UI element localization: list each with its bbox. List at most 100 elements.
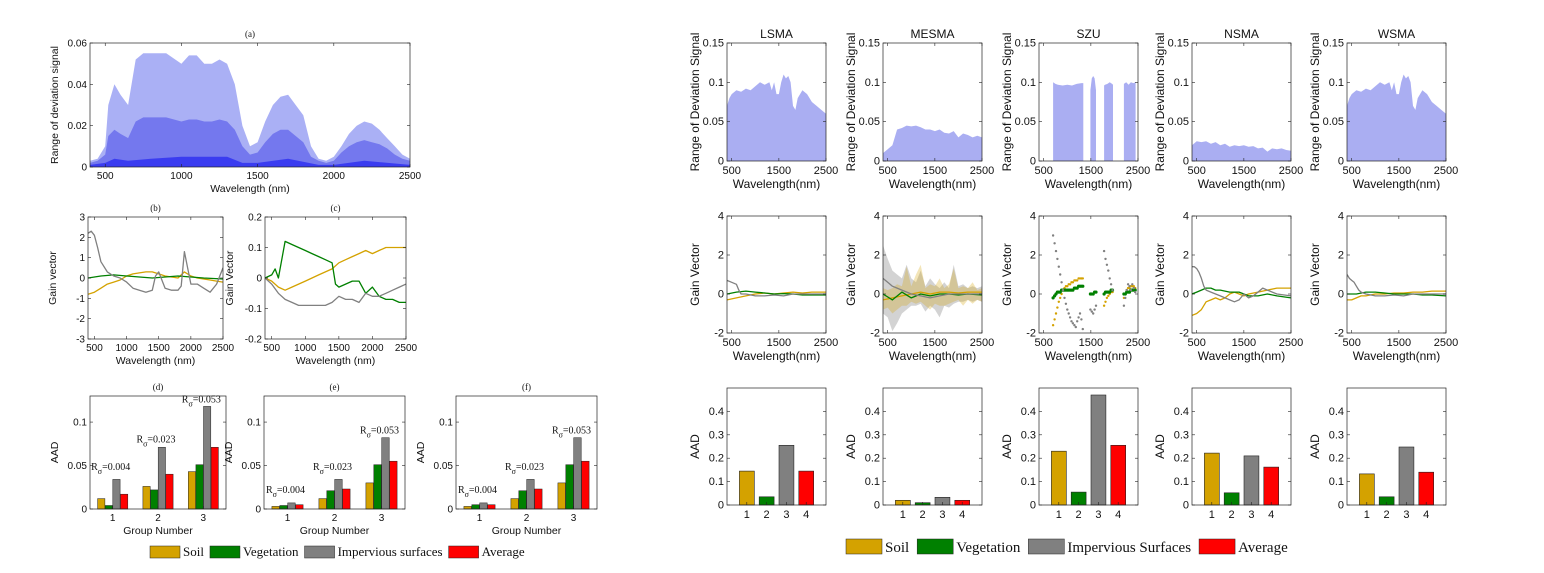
x-tick-label: 2000	[323, 171, 346, 182]
axes-frame	[1038, 387, 1139, 506]
y-tick-label: 0.1	[865, 476, 880, 488]
y-tick-label: 0	[1183, 289, 1189, 301]
area-series-0	[1347, 74, 1446, 161]
x-tick-label: 2500	[1126, 165, 1150, 177]
point-impervious	[1059, 273, 1062, 276]
point-impervious	[1132, 286, 1136, 290]
y-tick-label: 4	[1338, 211, 1344, 223]
bar-vegetation	[326, 490, 335, 510]
y-axis-label: Range of Deviation Signal	[1153, 33, 1167, 172]
y-tick-label: -2	[870, 328, 880, 340]
bar-soil	[739, 470, 755, 506]
point-soil	[1059, 296, 1062, 300]
y-tick-label: 0	[1183, 500, 1189, 512]
x-tick-label: 500	[723, 337, 741, 349]
axes-frame	[726, 42, 827, 162]
y-tick-label: 2	[718, 250, 724, 262]
y-tick-label: 0.4	[1329, 406, 1344, 418]
y-tick-label: 0.4	[865, 406, 880, 418]
y-tick-label: 0.1	[1329, 77, 1344, 89]
annotation-sub: σ	[367, 431, 372, 440]
point-soil	[1066, 285, 1069, 288]
y-tick-label: 0.05	[68, 461, 88, 472]
annotation-text: =0.004	[102, 462, 130, 473]
x-tick-label: 1000	[170, 171, 193, 182]
y-tick-label: 0.3	[1021, 429, 1036, 441]
axes-frame	[1191, 387, 1292, 506]
annotation-sub: σ	[188, 399, 193, 408]
x-tick-label: 3	[379, 513, 385, 524]
y-tick-label: 0.15	[859, 38, 880, 50]
legend-swatch-average	[1198, 538, 1236, 555]
point-soil	[1128, 286, 1131, 290]
y-tick-label: 0.2	[1021, 453, 1036, 465]
x-axis-label: Wavelength(nm)	[1045, 349, 1133, 363]
bar-average	[1418, 471, 1435, 506]
x-tick-label: 1000	[115, 343, 138, 354]
y-tick-label: 0.06	[68, 39, 88, 50]
bar-soil	[142, 486, 151, 510]
y-tick-label: 0.3	[1329, 429, 1344, 441]
y-tick-label: 2	[1338, 250, 1344, 262]
annotation-sub: σ	[320, 467, 325, 476]
area-series-0	[1053, 82, 1084, 161]
y-tick-label: 0	[81, 163, 87, 174]
y-tick-label: 0.05	[242, 461, 262, 472]
x-tick-label: 500	[1343, 337, 1361, 349]
y-axis-label: Gain Vector	[1308, 243, 1322, 306]
legend-swatch-soil	[149, 545, 181, 559]
bar-soil	[1204, 452, 1220, 506]
y-tick-label: 0.1	[1329, 476, 1344, 488]
chart-mesma-aad: 0 0.1 0.2 0.3 0.4 1 2 3 4 AAD	[844, 387, 983, 521]
bar-soil	[318, 498, 327, 510]
y-tick-label: 0	[874, 289, 880, 301]
plot-area	[88, 230, 223, 295]
point-impervious	[1081, 327, 1085, 331]
y-axis-label: AAD	[223, 441, 235, 463]
point-impervious	[1067, 312, 1070, 315]
y-tick-label: 0.05	[1015, 116, 1036, 128]
line-soil	[265, 246, 406, 291]
x-tick-label: 1	[1209, 509, 1215, 521]
y-tick-label: 0.2	[1329, 453, 1344, 465]
x-tick-label: 2500	[1279, 165, 1303, 177]
y-tick-label: 0.1	[1174, 77, 1189, 89]
x-axis-label: Wavelength(nm)	[1353, 177, 1441, 191]
x-axis-label: Wavelength(nm)	[733, 177, 821, 191]
legend-left: Soil Vegetation Impervious surfaces Average	[149, 544, 525, 559]
x-tick-label: 2	[920, 509, 926, 521]
bar-average	[120, 493, 129, 510]
y-axis-label: Gain vector	[47, 251, 59, 305]
point-impervious	[1071, 322, 1075, 325]
bar-soil	[1359, 473, 1375, 506]
y-axis-label: Range of Deviation Signal	[1000, 33, 1014, 172]
y-axis-label: AAD	[415, 441, 427, 463]
axes-frame	[1038, 42, 1139, 162]
y-tick-label: 4	[1030, 211, 1036, 223]
chart-lsma-aad: 0 0.1 0.2 0.3 0.4 1 2 3 4 AAD	[688, 387, 827, 521]
chart-b: -3 -2 -1 0 1 2 3 500 1000 1500 2000 2500 Wavelength …	[47, 203, 235, 367]
y-tick-label: 0.2	[865, 453, 880, 465]
annotation-text: =0.004	[277, 485, 305, 496]
y-axis-label: Gain Vector	[224, 250, 236, 305]
x-tick-label: 500	[1035, 165, 1053, 177]
annotation-r-sigma: Rσ=0.053	[360, 426, 399, 440]
bar-vegetation	[195, 464, 204, 510]
x-tick-label: 2500	[1126, 337, 1150, 349]
annotation-r-sigma: Rσ=0.053	[552, 426, 591, 440]
legend-swatch-impervious	[304, 545, 335, 559]
y-tick-label: -2	[1179, 328, 1189, 340]
y-axis-label: Gain Vector	[844, 243, 858, 306]
axes-frame	[882, 215, 983, 334]
area-series-1	[90, 117, 410, 167]
bar-vegetation	[373, 464, 382, 510]
y-tick-label: -0.2	[245, 335, 263, 346]
x-tick-label: 1500	[328, 343, 351, 354]
point-impervious	[1080, 318, 1083, 321]
plot-area	[1051, 234, 1137, 331]
line-soil	[1192, 287, 1291, 317]
